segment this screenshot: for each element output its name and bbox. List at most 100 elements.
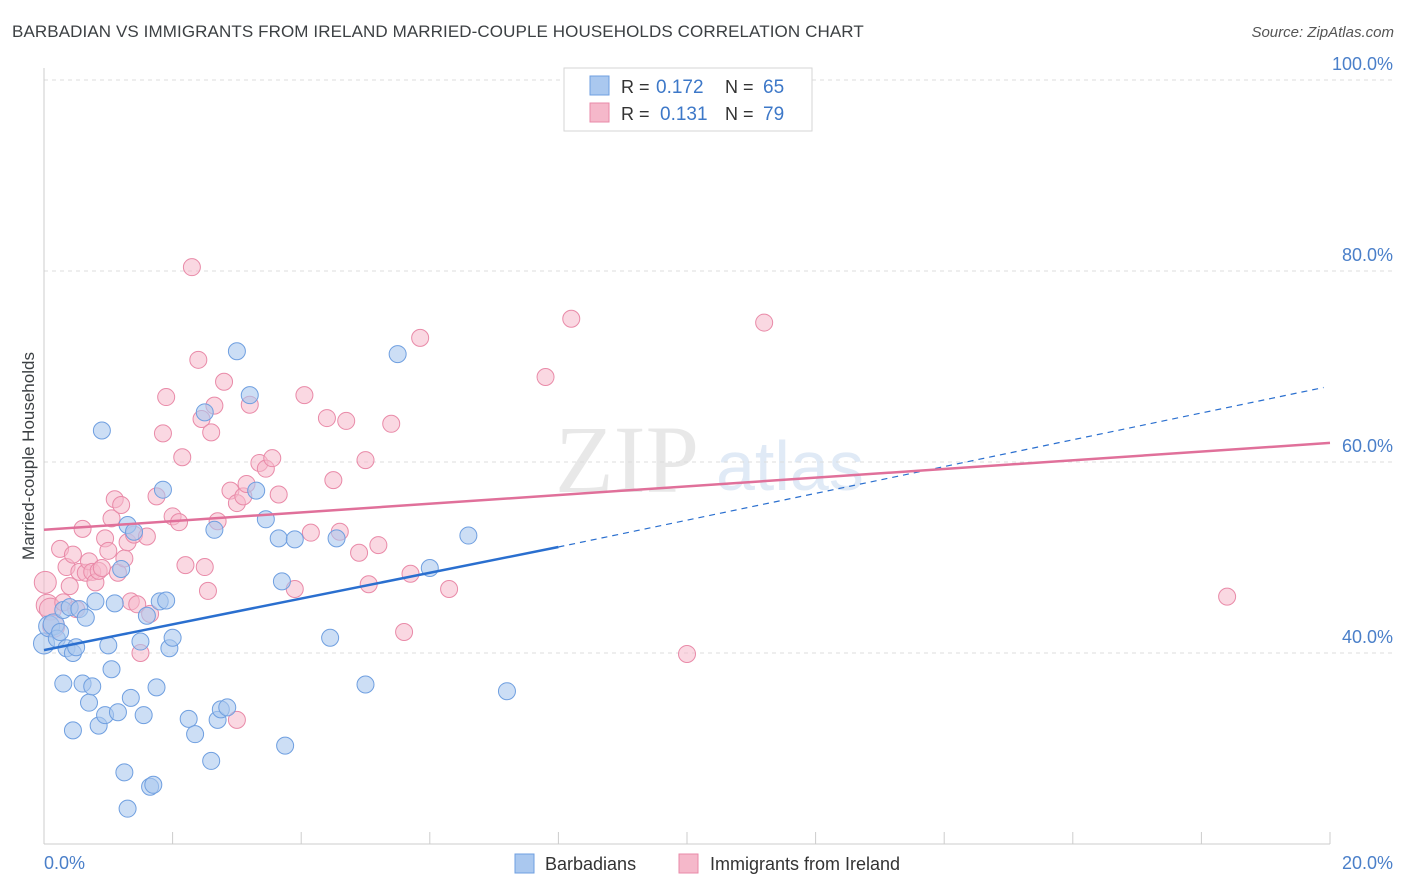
ireland-point-72 (440, 580, 459, 599)
ireland-point-23 (112, 495, 131, 514)
bottom-legend-swatch-barbadians (514, 853, 535, 874)
ireland-point-70 (401, 564, 420, 583)
barbadian-point-51 (240, 386, 259, 405)
x-tick-label-min: 0.0% (44, 853, 85, 873)
barbadian-point-55 (272, 572, 291, 591)
legend-n-value-1: 65 (763, 77, 784, 98)
ireland-point-63 (337, 411, 356, 430)
barbadian-point-54 (269, 529, 288, 548)
barbadian-point-61 (388, 345, 407, 364)
ireland-point-47 (215, 372, 234, 391)
barbadian-point-49 (218, 698, 237, 717)
barbadian-point-41 (118, 799, 137, 818)
barbadian-point-26 (121, 688, 140, 707)
legend-n-label-1: N = (725, 77, 754, 97)
bottom-legend: Barbadians Immigrants from Ireland (514, 853, 900, 874)
barbadian-point-23 (112, 559, 131, 578)
legend-r-label-2: R = (621, 104, 650, 124)
x-axis-ticks (43, 832, 1331, 844)
barbadian-point-40 (63, 721, 82, 740)
watermark: ZIP atlas (555, 406, 864, 513)
barbadian-point-56 (276, 736, 295, 755)
barbadian-point-32 (144, 775, 163, 794)
ireland-point-38 (176, 556, 195, 575)
barbadian-point-59 (327, 529, 346, 548)
barbadian-point-39 (54, 674, 73, 693)
series-immigrants-from-ireland (33, 258, 1237, 729)
ireland-point-28 (128, 595, 147, 614)
barbadian-point-45 (202, 751, 221, 770)
ireland-point-40 (189, 350, 208, 369)
ireland-point-34 (157, 388, 176, 407)
source-note: Source: ZipAtlas.com (1251, 24, 1394, 41)
ireland-point-39 (182, 258, 201, 277)
ireland-point-78 (227, 710, 246, 729)
barbadian-point-50 (227, 342, 246, 361)
ireland-point-20 (102, 509, 121, 528)
barbadian-point-38 (163, 628, 182, 647)
bottom-legend-label-ireland: Immigrants from Ireland (710, 854, 900, 874)
barbadian-point-22 (108, 703, 127, 722)
barbadian-point-44 (195, 403, 214, 422)
barbadian-point-33 (147, 678, 166, 697)
ireland-point-55 (263, 449, 282, 468)
ireland-point-65 (356, 451, 375, 470)
barbadian-point-35 (153, 480, 172, 499)
y-tick-label-60: 60.0% (1342, 436, 1393, 456)
barbadian-point-46 (205, 520, 224, 539)
barbadian-point-29 (134, 706, 153, 725)
barbadian-point-52 (247, 481, 266, 500)
barbadian-point-64 (497, 682, 516, 701)
trend-line-barbadians (43, 545, 559, 652)
ireland-point-56 (269, 485, 288, 504)
barbadian-point-14 (83, 677, 102, 696)
barbadian-point-42 (179, 709, 198, 728)
ireland-point-58 (295, 386, 314, 405)
ireland-point-68 (382, 414, 401, 433)
y-tick-label-80: 80.0% (1342, 245, 1393, 265)
ireland-point-37 (173, 448, 192, 467)
ireland-point-19 (99, 541, 118, 560)
ireland-point-42 (195, 558, 214, 577)
ireland-point-33 (153, 424, 172, 443)
legend-swatch-barbadians (589, 75, 610, 96)
legend-r-label-1: R = (621, 77, 650, 97)
barbadian-point-58 (321, 628, 340, 647)
barbadian-point-43 (186, 725, 205, 744)
barbadian-point-36 (157, 591, 176, 610)
watermark-zip: ZIP (555, 406, 699, 513)
barbadian-point-21 (105, 594, 124, 613)
ireland-point-8 (63, 545, 82, 564)
ireland-point-44 (202, 423, 221, 442)
legend-n-label-2: N = (725, 104, 754, 124)
barbadian-point-57 (285, 530, 304, 549)
barbadian-point-15 (86, 592, 105, 611)
y-axis-title: Married-couple Households (19, 352, 38, 560)
legend-r-value-1: 0.172 (656, 77, 704, 98)
ireland-point-43 (198, 581, 217, 600)
barbadian-point-24 (115, 763, 134, 782)
ireland-point-76 (755, 313, 774, 332)
ireland-point-74 (562, 309, 581, 328)
barbadian-point-28 (131, 632, 150, 651)
series-barbadians (33, 342, 516, 818)
ireland-point-77 (1218, 587, 1237, 606)
barbadian-point-60 (356, 675, 375, 694)
y-tick-label-40: 40.0% (1342, 627, 1393, 647)
bottom-legend-label-barbadians: Barbadians (545, 854, 636, 874)
x-tick-label-max: 20.0% (1342, 853, 1393, 873)
ireland-point-73 (536, 368, 555, 387)
ireland-point-0 (33, 570, 57, 594)
legend-r-value-2: 0.131 (660, 104, 708, 125)
trend-line-ireland (43, 441, 1331, 532)
ireland-point-75 (678, 644, 696, 663)
gridlines (44, 79, 1393, 654)
barbadian-point-4 (51, 622, 70, 641)
y-tick-label-100: 100.0% (1332, 54, 1393, 74)
barbadian-point-30 (137, 606, 156, 625)
ireland-point-17 (92, 559, 111, 578)
legend: R = 0.172 N = 65 R = 0.131 N = 79 (563, 67, 813, 132)
ireland-point-67 (369, 536, 388, 555)
trend-lines (43, 386, 1331, 652)
